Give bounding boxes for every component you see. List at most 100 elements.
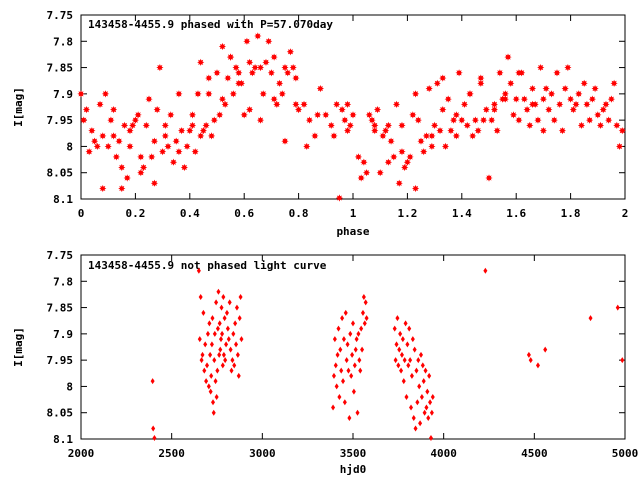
data-point-diamond [426, 414, 431, 421]
data-point-diamond [334, 383, 339, 390]
data-point-diamond [151, 425, 156, 432]
data-point-diamond [413, 425, 418, 432]
data-point-diamond [202, 367, 207, 374]
data-point-diamond [198, 294, 203, 301]
data-point-star [235, 69, 243, 77]
x-tick-label: 1.2 [397, 207, 417, 220]
data-point-diamond [410, 336, 415, 343]
data-point-diamond [359, 325, 364, 332]
data-point-star [344, 127, 352, 135]
data-point-star [99, 184, 107, 193]
data-point-star [412, 90, 420, 98]
data-point-diamond [204, 378, 209, 385]
data-point-star [471, 116, 479, 124]
y-tick-label: 8.05 [47, 407, 74, 420]
data-point-star [450, 116, 458, 124]
data-point-star [145, 95, 153, 103]
data-point-star [118, 163, 126, 172]
data-point-star [259, 90, 267, 98]
data-point-star [205, 90, 213, 98]
data-point-star [213, 69, 221, 77]
data-point-star [188, 121, 197, 129]
data-point-star [605, 116, 613, 124]
data-point-star [618, 127, 626, 135]
data-point-diamond [211, 409, 216, 416]
data-point-diamond [238, 294, 243, 301]
data-point-diamond [419, 351, 423, 358]
data-point-star [610, 79, 618, 87]
data-point-star [131, 116, 139, 124]
data-point-star [270, 95, 278, 103]
data-point-star [199, 127, 207, 135]
data-point-star [480, 116, 488, 124]
data-point-star [577, 121, 586, 129]
data-point-star [110, 132, 118, 140]
data-point-diamond [207, 320, 212, 327]
data-point-diamond [422, 409, 427, 416]
data-point-star [439, 106, 447, 114]
data-point-diamond [348, 330, 353, 337]
data-point-diamond [357, 357, 362, 364]
data-point-diamond [199, 357, 204, 364]
data-point-star [330, 132, 338, 140]
data-point-star [428, 142, 436, 150]
data-point-star [333, 100, 341, 108]
phased-light-curve-panel: 7.75 7.8 7.85 7.9 7.95 8 8.05 8.1 0 0.2 0.4 0.6 0.8 1… [12, 9, 628, 238]
data-point-star [376, 169, 384, 177]
data-point-diamond [227, 299, 232, 306]
data-point-star [115, 137, 123, 145]
data-point-star [488, 116, 496, 124]
x-axis-title: phase [336, 225, 369, 238]
data-point-diamond [406, 362, 411, 369]
data-point-star [553, 69, 561, 77]
data-point-diamond [220, 362, 225, 369]
data-point-star [558, 127, 566, 135]
data-point-star [548, 90, 556, 98]
data-point-star [398, 121, 406, 129]
y-tick-label: 7.8 [53, 275, 73, 288]
data-point-diamond [412, 346, 417, 353]
data-point-diamond [354, 336, 359, 343]
data-point-star [561, 85, 569, 93]
data-point-diamond [407, 325, 412, 332]
data-point-star [344, 100, 352, 108]
data-point-diamond [392, 325, 397, 332]
data-point-diamond [411, 414, 416, 421]
x-tick-label: 5000 [612, 447, 639, 460]
data-point-diamond [152, 435, 157, 441]
data-point-diamond [402, 357, 407, 364]
data-point-star [539, 127, 547, 135]
data-point-diamond [225, 325, 230, 332]
data-point-star [159, 148, 167, 156]
data-point-star [169, 158, 178, 166]
data-point-star [365, 111, 373, 119]
data-point-diamond [353, 346, 358, 353]
data-point-diamond [363, 299, 368, 306]
data-point-star [420, 148, 428, 156]
data-point-star [175, 148, 183, 156]
data-point-diamond [197, 336, 202, 343]
data-point-diamond [209, 341, 214, 348]
data-point-star [431, 121, 439, 129]
data-point-star [129, 121, 137, 129]
data-point-star [564, 64, 572, 72]
data-point-star [504, 53, 512, 61]
data-point-star [180, 163, 188, 172]
data-point-star [613, 121, 621, 129]
data-point-star [433, 79, 441, 87]
data-point-star [515, 69, 523, 77]
data-point-star [412, 184, 420, 193]
data-point-star [452, 132, 460, 140]
data-point-star [112, 153, 120, 161]
data-point-diamond [394, 341, 399, 348]
data-point-star [588, 95, 596, 103]
data-point-star [134, 111, 142, 119]
x-tick-label: 1.6 [506, 207, 526, 220]
data-point-diamond [403, 320, 408, 327]
data-point-star [384, 158, 392, 166]
data-point-diamond [209, 372, 214, 379]
y-tick-label: 8 [66, 140, 73, 153]
data-point-diamond [217, 320, 222, 327]
x-tick-label: 2500 [158, 447, 185, 460]
